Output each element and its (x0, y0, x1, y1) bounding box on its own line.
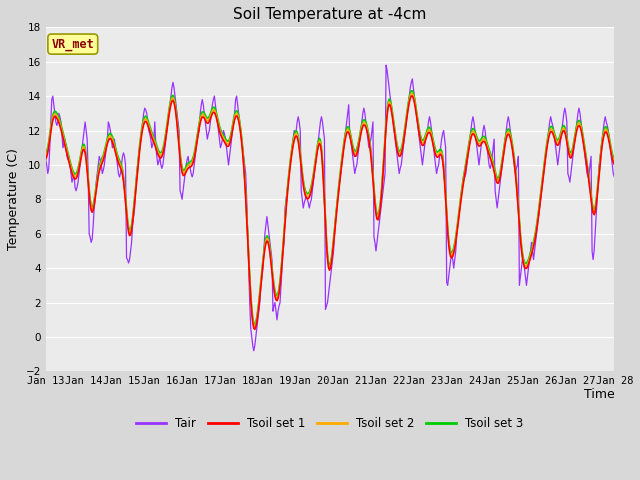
Y-axis label: Temperature (C): Temperature (C) (7, 148, 20, 250)
Text: VR_met: VR_met (51, 37, 94, 50)
Title: Soil Temperature at -4cm: Soil Temperature at -4cm (234, 7, 427, 22)
X-axis label: Time: Time (584, 388, 614, 401)
Legend: Tair, Tsoil set 1, Tsoil set 2, Tsoil set 3: Tair, Tsoil set 1, Tsoil set 2, Tsoil se… (132, 412, 528, 434)
